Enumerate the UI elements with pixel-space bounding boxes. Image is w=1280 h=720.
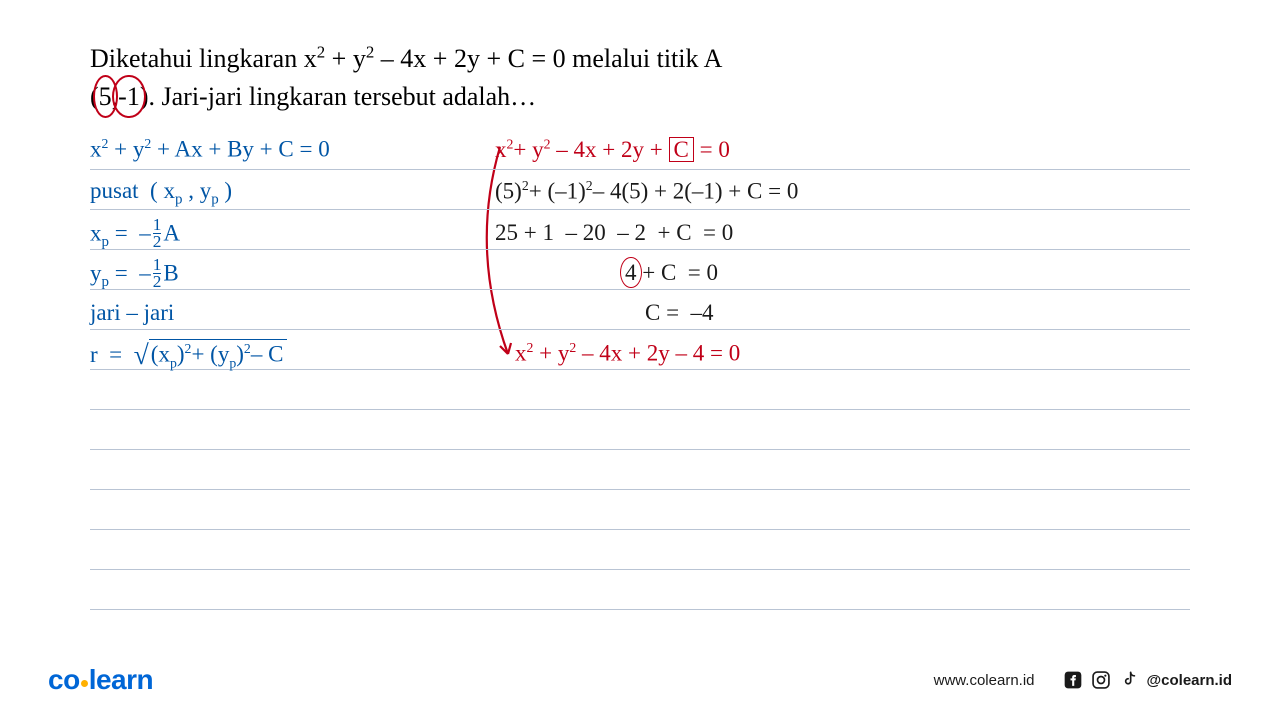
social-links: @colearn.id	[1063, 670, 1232, 690]
logo-learn: learn	[89, 664, 153, 695]
handwriting-left: yp = –12B	[90, 259, 179, 291]
problem-line1-c: – 4x + 2y + C = 0 melalui titik A	[374, 44, 722, 73]
handwriting-right: 4 + C = 0	[625, 261, 718, 284]
ruled-line	[90, 169, 1190, 170]
ruled-line	[90, 569, 1190, 570]
ruled-line	[90, 489, 1190, 490]
facebook-icon	[1063, 670, 1083, 690]
ruled-line	[90, 609, 1190, 610]
point-y-circled: -1	[118, 78, 140, 116]
social-handle: @colearn.id	[1147, 672, 1232, 689]
tiktok-icon	[1119, 670, 1139, 690]
ruled-line	[90, 409, 1190, 410]
logo-co: co	[48, 664, 80, 695]
problem-line1-a: Diketahui lingkaran x	[90, 44, 317, 73]
footer-url: www.colearn.id	[934, 672, 1035, 689]
handwriting-left: jari – jari	[90, 301, 174, 324]
handwriting-right: x2+ y2 – 4x + 2y + C = 0	[495, 137, 730, 162]
logo-dot	[81, 680, 88, 687]
instagram-icon	[1091, 670, 1111, 690]
ruled-line	[90, 209, 1190, 210]
footer: colearn www.colearn.id @colearn.id	[0, 664, 1280, 696]
brand-logo: colearn	[48, 664, 153, 696]
handwriting-left: x2 + y2 + Ax + By + C = 0	[90, 137, 330, 161]
problem-statement: Diketahui lingkaran x2 + y2 – 4x + 2y + …	[90, 40, 1190, 115]
handwriting-right: (5)2+ (–1)2– 4(5) + 2(–1) + C = 0	[495, 179, 798, 203]
ruled-line	[90, 449, 1190, 450]
handwriting-right: x2 + y2 – 4x + 2y – 4 = 0	[515, 341, 740, 365]
problem-line1-b: + y	[325, 44, 366, 73]
ruled-line	[90, 289, 1190, 290]
footer-right: www.colearn.id @colearn.id	[934, 670, 1232, 690]
ruled-line	[90, 329, 1190, 330]
handwriting-right: 25 + 1 – 20 – 2 + C = 0	[495, 221, 733, 244]
point-x-circled: 5	[99, 78, 112, 116]
ruled-line	[90, 529, 1190, 530]
handwriting-left: pusat ( xp , yp )	[90, 179, 232, 208]
problem-line2-rest: ). Jari-jari lingkaran tersebut adalah…	[140, 82, 536, 111]
handwriting-left: xp = –12A	[90, 219, 180, 251]
ruled-line	[90, 249, 1190, 250]
handwriting-left: r = √(xp)2+ (yp)2– C	[90, 339, 287, 370]
handwriting-right: C = –4	[645, 301, 714, 324]
sq1: 2	[317, 42, 325, 61]
